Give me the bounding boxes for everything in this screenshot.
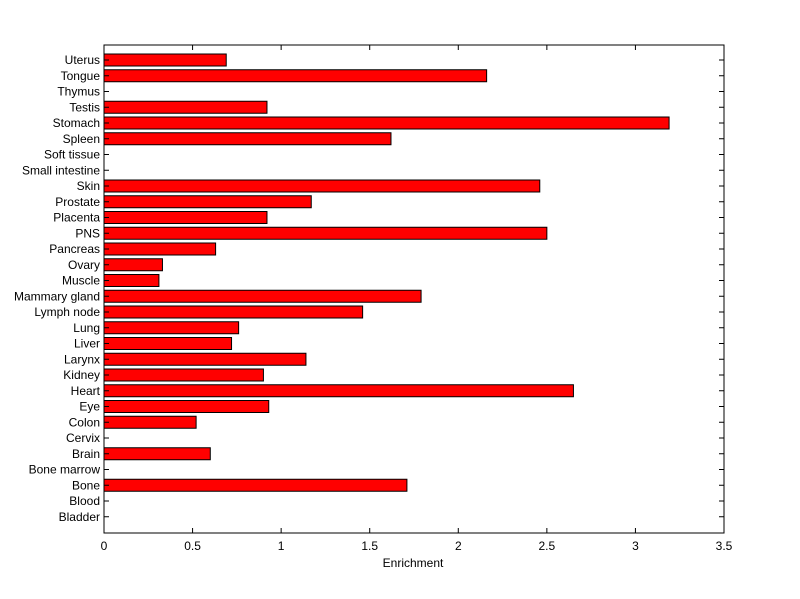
y-tick-label: Skin [77, 179, 100, 193]
x-tick-label: 2 [455, 539, 462, 553]
plot-frame [103, 44, 725, 534]
x-tick-label: 0.5 [184, 539, 201, 553]
bar-lung [103, 321, 240, 335]
y-tick-label: Muscle [62, 274, 100, 288]
y-tick-label: Placenta [53, 211, 100, 225]
bar-prostate [103, 195, 312, 209]
y-tick-label: Colon [69, 415, 100, 429]
y-tick-label: Kidney [63, 368, 100, 382]
x-axis-label: Enrichment [383, 556, 444, 570]
y-tick-label: Prostate [55, 195, 100, 209]
bar-heart [103, 384, 574, 398]
x-tick-label: 1 [278, 539, 285, 553]
bar-muscle [103, 274, 160, 287]
bar-bone [103, 478, 408, 492]
bar-stomach [103, 116, 670, 130]
y-tick-label: Cervix [66, 431, 100, 445]
x-tick-label: 0 [101, 539, 108, 553]
y-tick-label: Lymph node [34, 305, 100, 319]
y-tick-label: Blood [69, 494, 100, 508]
y-tick-label: Bone [72, 478, 100, 492]
y-tick-label: Bladder [59, 510, 100, 524]
y-tick-label: Small intestine [22, 163, 100, 177]
bar-eye [103, 400, 270, 413]
bar-mammary-gland [103, 289, 422, 303]
bar-colon [103, 415, 197, 429]
y-tick-label: Pancreas [49, 242, 100, 256]
x-axis-ticks: 0 0.5 1 1.5 2 2.5 3 3.5 [101, 45, 733, 553]
bar-ovary [103, 258, 163, 272]
y-tick-label: Stomach [53, 116, 100, 130]
bar-liver [103, 337, 233, 350]
y-tick-label: Lung [73, 321, 100, 335]
y-tick-label: Tongue [61, 69, 101, 83]
bar-lymph-node [103, 305, 364, 319]
bar-pancreas [103, 242, 217, 256]
bar-spleen [103, 132, 392, 146]
y-tick-label: Testis [69, 100, 100, 114]
x-tick-label: 1.5 [361, 539, 378, 553]
x-tick-label: 3 [632, 539, 639, 553]
y-tick-label: Larynx [64, 352, 100, 366]
y-tick-label: Heart [71, 384, 101, 398]
bar-placenta [103, 211, 268, 224]
y-tick-label: Ovary [68, 258, 100, 272]
bar-kidney [103, 368, 264, 382]
y-tick-label: PNS [75, 226, 100, 240]
bar-brain [103, 447, 211, 461]
bar-pns [103, 226, 548, 240]
x-tick-label: 2.5 [539, 539, 556, 553]
y-tick-label: Brain [72, 447, 100, 461]
y-tick-label: Eye [79, 400, 100, 414]
bar-tongue [103, 69, 488, 83]
y-tick-label: Spleen [63, 132, 100, 146]
bar-larynx [103, 352, 307, 366]
y-tick-label: Liver [74, 337, 100, 351]
y-tick-label: Uterus [65, 53, 100, 67]
bar-skin [103, 179, 541, 193]
y-tick-label: Thymus [57, 85, 100, 99]
y-tick-label: Soft tissue [44, 148, 100, 162]
y-tick-label: Mammary gland [14, 289, 100, 303]
x-tick-label: 3.5 [716, 539, 733, 553]
y-tick-label: Bone marrow [29, 463, 101, 477]
bar-testis [103, 100, 268, 114]
bar-uterus [103, 53, 227, 67]
